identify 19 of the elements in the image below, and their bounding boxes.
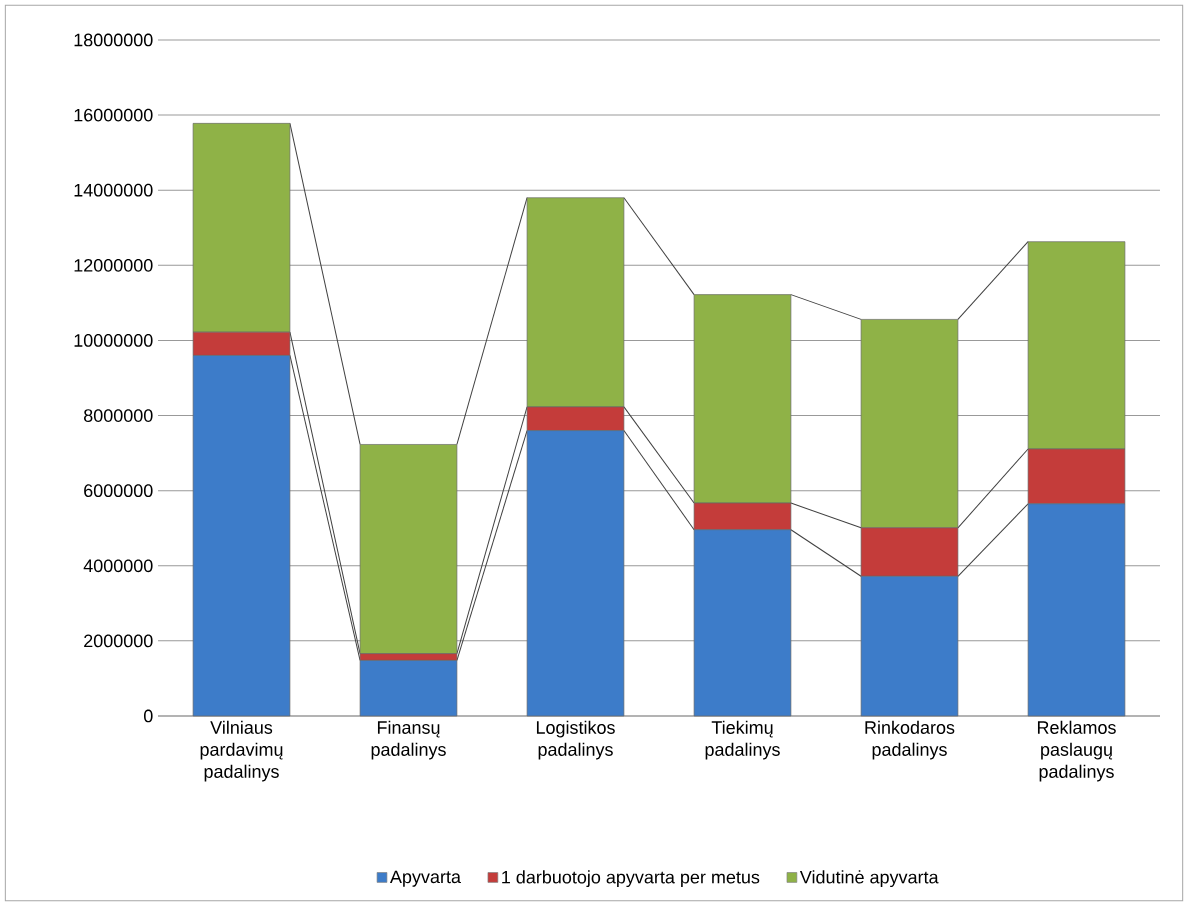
y-tick-label: 8000000 — [84, 409, 153, 422]
x-tick-label: Logistikos padalinys — [536, 720, 615, 760]
legend-label: Apyvarta — [389, 870, 461, 887]
y-tick-label: 10000000 — [74, 334, 153, 347]
y-tick-label: 6000000 — [84, 484, 153, 498]
x-tick-label: Finansų padalinys — [371, 720, 446, 760]
y-tick-label: 12000000 — [74, 258, 153, 272]
y-tick-label: 16000000 — [74, 108, 153, 122]
x-tick-label: Reklamos paslaugų padalinys — [1037, 720, 1116, 782]
y-tick-label: 14000000 — [74, 183, 153, 197]
x-tick-label: Vilniaus pardavimų padalinys — [200, 720, 283, 782]
x-tick-label: Rinkodaros padalinys — [865, 720, 955, 760]
x-tick-label: Tiekimų padalinys — [705, 720, 780, 760]
y-tick-label: 0 — [144, 709, 153, 723]
legend-label: 1 darbuotojo apyvarta per metus — [502, 870, 760, 888]
legend-label: Vidutinė apyvarta — [799, 870, 939, 888]
y-tick-label: 2000000 — [84, 634, 153, 648]
y-tick-label: 18000000 — [74, 33, 153, 47]
y-tick-label: 4000000 — [83, 559, 153, 573]
